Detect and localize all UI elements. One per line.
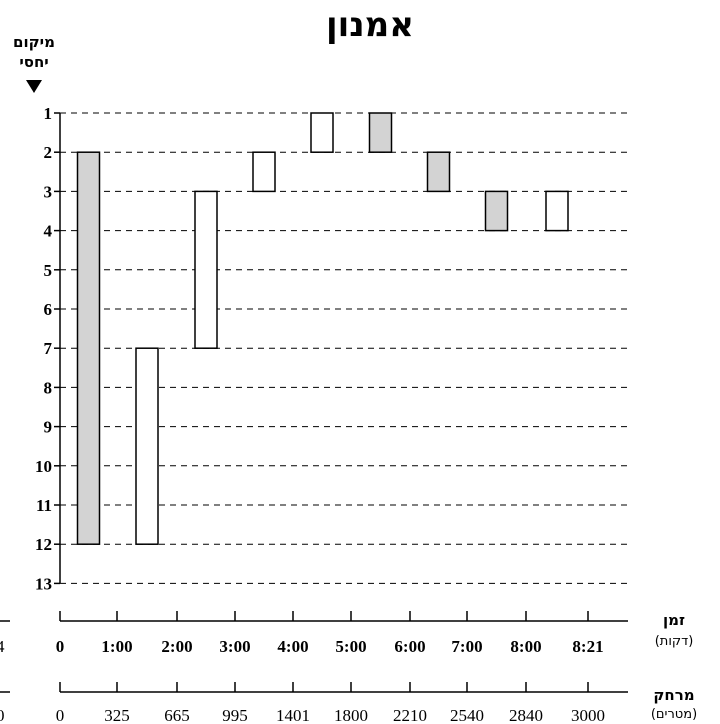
- y-tick-label: 7: [44, 339, 53, 358]
- y-tick-label: 13: [35, 574, 52, 593]
- distance-axis-label: מרחק: [653, 686, 694, 704]
- chart-title: אמנון: [326, 5, 414, 45]
- time-tick-label: 2:00: [161, 637, 192, 656]
- segment-bar: [368, 112, 393, 153]
- distance-tick-label: 2840: [509, 706, 543, 724]
- time-tick-label: 7:00: [451, 637, 482, 656]
- segment-bar: [194, 190, 218, 349]
- segment-bar: [252, 151, 276, 193]
- y-axis-label-line2: יחסי: [19, 53, 48, 71]
- time-ticks: 0 1:00 2:00 3:00 4:00 5:00 6:00 7:00 8:00 8:21: [56, 611, 604, 656]
- y-axis-arrow-icon: [26, 80, 42, 93]
- distance-tick-label: 995: [222, 706, 248, 724]
- y-tick-label: 9: [44, 418, 53, 437]
- y-tick-label: 12: [35, 535, 52, 554]
- distance-tick-label: 2540: [450, 706, 484, 724]
- distance-tick-label: 0: [56, 706, 65, 724]
- time-tick-label: 6:00: [394, 637, 425, 656]
- distance-edge-fragment: 0: [0, 706, 5, 724]
- segment-bar: [484, 190, 509, 232]
- y-tick-label: 11: [36, 496, 52, 515]
- distance-tick-label: 2210: [393, 706, 427, 724]
- time-tick-label: 8:00: [510, 637, 541, 656]
- y-tick-label: 6: [44, 300, 53, 319]
- y-tick-label: 5: [44, 261, 53, 280]
- time-tick-label: 4:00: [277, 637, 308, 656]
- y-tick-label: 1: [44, 104, 53, 123]
- distance-ticks: 0 325 665 995 1401 1800 2210 2540 2840 3000: [56, 682, 605, 724]
- time-tick-label: 0: [56, 637, 65, 656]
- distance-tick-label: 325: [104, 706, 130, 724]
- segment-bar: [310, 112, 334, 153]
- y-tick-label: 8: [44, 378, 53, 397]
- segment-bar: [76, 151, 101, 545]
- distance-tick-label: 3000: [571, 706, 605, 724]
- time-tick-label: 1:00: [101, 637, 132, 656]
- segment-bar: [426, 151, 451, 193]
- distance-tick-label: 665: [164, 706, 190, 724]
- segment-bar: [135, 347, 159, 545]
- gridlines: [54, 112, 628, 585]
- y-axis-label-line1: מיקום: [13, 33, 55, 51]
- distance-tick-label: 1401: [276, 706, 310, 724]
- time-tick-label: 3:00: [219, 637, 250, 656]
- segment-bar: [545, 190, 569, 232]
- segment-bars: [76, 112, 569, 545]
- y-tick-label: 4: [44, 222, 53, 241]
- y-tick-label: 10: [35, 457, 52, 476]
- time-tick-label: 5:00: [335, 637, 366, 656]
- y-tick-label: 2: [44, 143, 53, 162]
- time-edge-fragment: 4: [0, 637, 5, 656]
- y-tick-label: 3: [44, 182, 53, 201]
- time-axis-label: זמן: [663, 611, 685, 629]
- time-axis-unit: (דקות): [655, 634, 694, 649]
- time-tick-label: 8:21: [572, 637, 603, 656]
- distance-tick-label: 1800: [334, 706, 368, 724]
- distance-axis-unit: (מטרים): [651, 707, 697, 722]
